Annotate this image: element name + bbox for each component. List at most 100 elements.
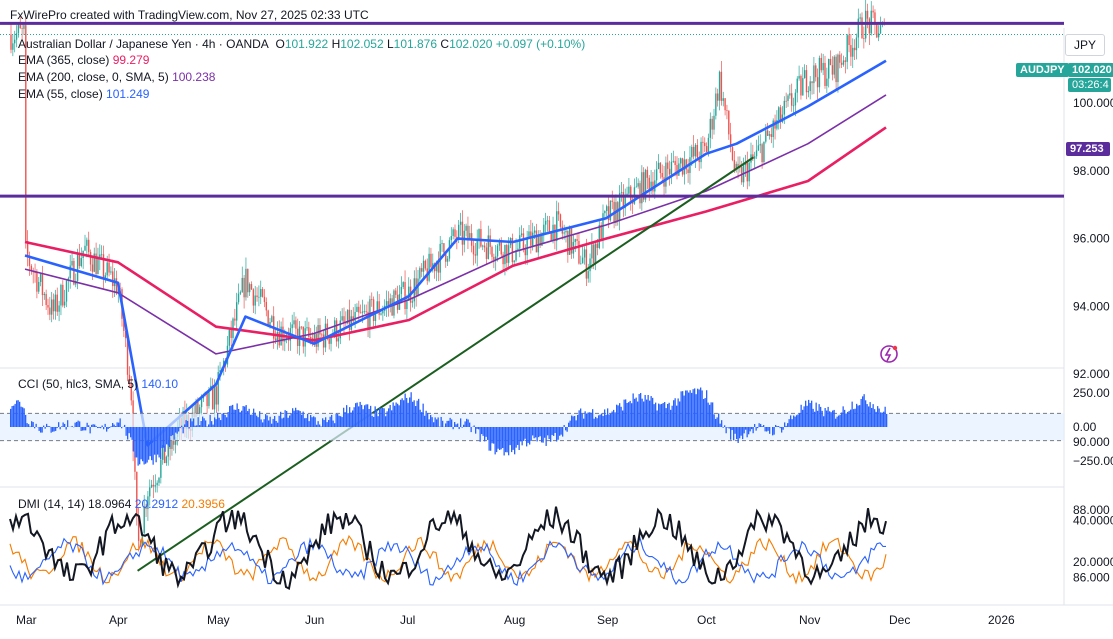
candle-body xyxy=(239,292,242,294)
candle-body xyxy=(208,389,210,407)
cci-bar xyxy=(524,427,526,439)
cci-bar xyxy=(103,427,105,430)
cci-bar xyxy=(206,426,208,427)
cci-bar xyxy=(17,400,19,427)
cci-bar xyxy=(823,416,825,427)
candle-body xyxy=(348,309,351,330)
time-tick-label: Jul xyxy=(400,613,415,627)
cci-bar xyxy=(734,427,736,434)
candle-body xyxy=(230,330,232,338)
candle-body xyxy=(700,141,702,163)
candle-body xyxy=(715,93,717,116)
cci-bar xyxy=(718,413,720,427)
cci-bar xyxy=(668,402,670,427)
candle-body xyxy=(811,81,813,84)
cci-bar xyxy=(557,427,559,440)
candle-body xyxy=(93,253,95,272)
cci-bar xyxy=(743,427,745,434)
candle-body xyxy=(587,271,589,279)
cci-bar xyxy=(862,396,864,427)
cci-bar xyxy=(229,406,231,427)
candle-body xyxy=(454,229,456,237)
symbol-title[interactable]: Australian Dollar / Japanese Yen · 4h · … xyxy=(18,37,269,51)
candle-body xyxy=(162,445,164,460)
candle-body xyxy=(852,47,854,57)
candle-body xyxy=(41,273,44,296)
cci-bar xyxy=(182,427,184,434)
cci-bar xyxy=(308,421,310,427)
cci-bar xyxy=(778,426,780,427)
cci-bar xyxy=(875,411,877,427)
candle-body xyxy=(794,92,797,106)
cci-bar xyxy=(515,427,517,448)
cci-legend[interactable]: CCI (50, hlc3, SMA, 5) 140.10 xyxy=(18,377,178,391)
dmi-tick-label: 20.0000 xyxy=(1073,555,1113,569)
cci-bar xyxy=(130,427,132,438)
cci-bar xyxy=(628,402,630,427)
cci-bar xyxy=(331,414,333,427)
cci-bar xyxy=(694,388,696,427)
candle-body xyxy=(493,256,495,261)
cci-bar xyxy=(335,413,337,427)
cci-bar xyxy=(251,414,253,427)
price-tick-label: 94.000 xyxy=(1073,299,1110,313)
ema200-legend[interactable]: EMA (200, close, 0, SMA, 5) 100.238 xyxy=(18,70,215,84)
cci-bar xyxy=(59,427,61,430)
cci-bar xyxy=(319,424,321,427)
candle-body xyxy=(278,332,280,346)
candle-body xyxy=(211,385,214,410)
candle-body xyxy=(154,485,156,487)
candle-body xyxy=(803,70,806,79)
candle-body xyxy=(371,299,373,301)
cci-bar xyxy=(26,423,28,427)
cci-bar xyxy=(565,427,567,431)
time-tick-label: Jun xyxy=(305,613,324,627)
candle-body xyxy=(850,45,852,57)
cci-bar xyxy=(305,418,307,427)
cci-bar xyxy=(646,399,648,427)
cci-bar xyxy=(610,413,612,427)
dmi-legend[interactable]: DMI (14, 14) 18.0964 20.2912 20.3956 xyxy=(18,497,225,511)
ema55-legend[interactable]: EMA (55, close) 101.249 xyxy=(18,87,149,101)
cci-bar xyxy=(136,427,138,458)
candle-body xyxy=(267,310,269,327)
cci-bar xyxy=(101,425,103,427)
candle-body xyxy=(380,313,382,315)
candle-body xyxy=(796,78,798,93)
candle-body xyxy=(62,284,64,306)
candle-body xyxy=(846,35,848,62)
cci-bar xyxy=(304,418,306,427)
candle-body xyxy=(17,24,20,34)
time-tick-label: Nov xyxy=(799,613,820,627)
price-tick-label: 100.000 xyxy=(1073,96,1113,110)
cci-bar xyxy=(724,425,726,427)
candle-body xyxy=(702,141,704,143)
cci-bar xyxy=(413,400,415,427)
candle-body xyxy=(99,254,101,259)
cci-bar xyxy=(46,423,48,427)
cci-bar xyxy=(487,427,489,440)
candle-body xyxy=(504,244,506,265)
candle-body xyxy=(602,213,604,241)
cci-bar xyxy=(397,403,399,427)
cci-bar xyxy=(554,427,556,433)
cci-bar xyxy=(40,427,42,433)
cci-bar xyxy=(751,427,753,430)
cci-bar xyxy=(620,406,622,427)
candle-body xyxy=(759,144,761,146)
cci-bar xyxy=(847,411,849,427)
cci-bar xyxy=(626,403,628,427)
cci-bar xyxy=(766,427,768,432)
candle-body xyxy=(387,301,390,306)
candle-body xyxy=(100,254,103,256)
dmi-minus-value: 20.3956 xyxy=(181,497,225,511)
cci-bar xyxy=(164,427,166,452)
candle-body xyxy=(123,318,125,331)
cci-bar xyxy=(163,427,165,448)
candle-body xyxy=(424,260,427,269)
cci-bar xyxy=(851,401,853,427)
ema365-legend[interactable]: EMA (365, close) 99.279 xyxy=(18,53,149,67)
currency-selector[interactable]: JPY xyxy=(1065,34,1105,56)
candle-body xyxy=(38,281,40,292)
